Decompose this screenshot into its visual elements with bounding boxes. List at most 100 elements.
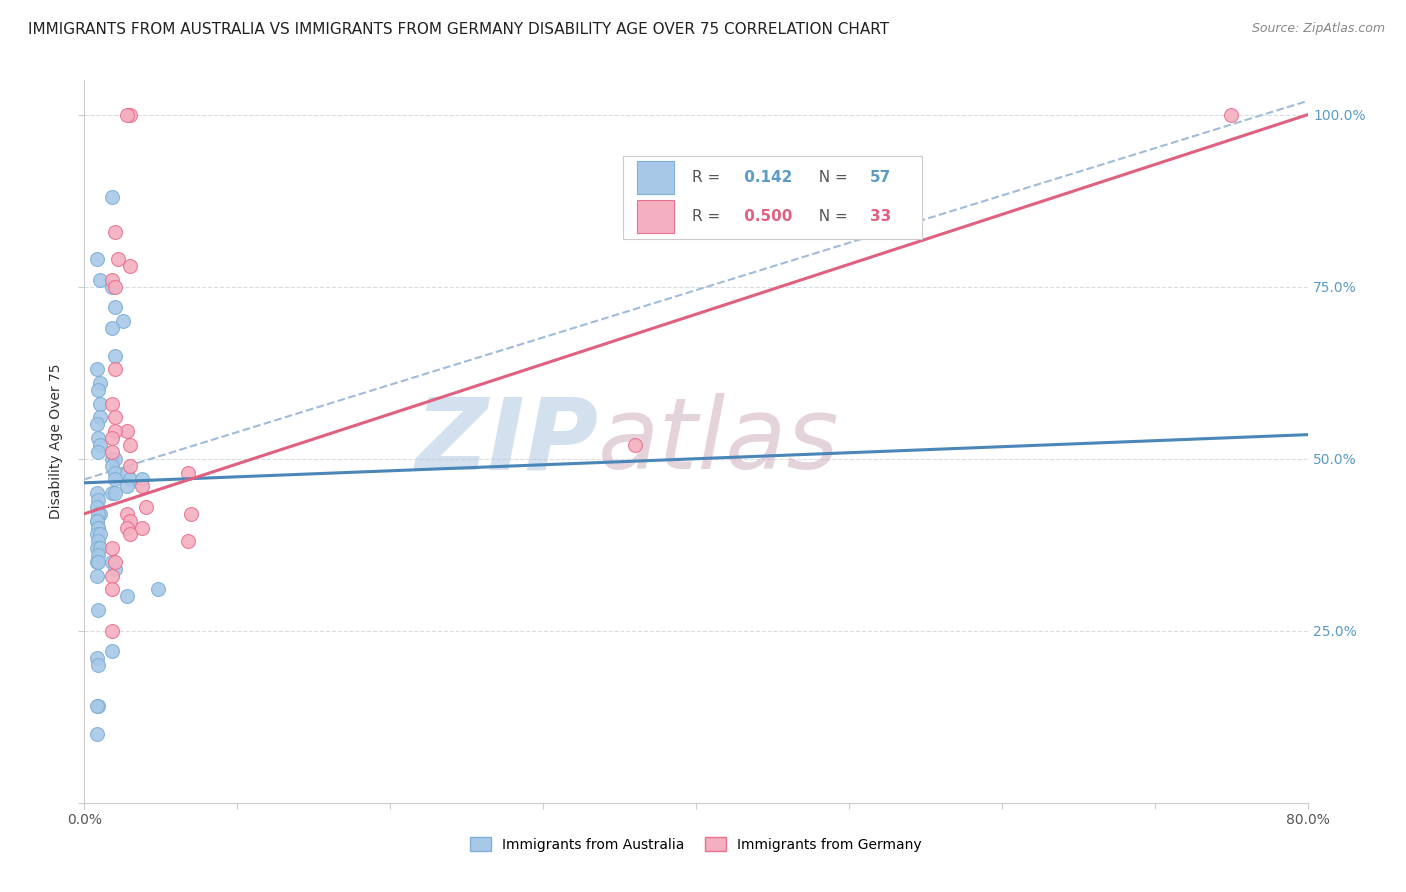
Point: [146, 582, 169, 597]
Point: [104, 301, 127, 315]
Point: [86, 417, 108, 432]
Point: [89, 527, 111, 541]
Point: [131, 472, 153, 486]
Point: [86, 362, 108, 376]
FancyBboxPatch shape: [637, 200, 673, 233]
Point: [89, 410, 111, 425]
Point: [86, 252, 108, 267]
Point: [115, 590, 138, 604]
Point: [107, 252, 129, 267]
Point: [101, 458, 124, 473]
Text: N =: N =: [808, 209, 852, 224]
Point: [101, 486, 124, 500]
Point: [89, 376, 111, 390]
Point: [87, 520, 110, 534]
Text: 0.142: 0.142: [738, 169, 792, 185]
Point: [87, 699, 110, 714]
Point: [101, 541, 124, 556]
Point: [101, 644, 124, 658]
Point: [104, 472, 127, 486]
Point: [104, 349, 127, 363]
Text: N =: N =: [808, 169, 852, 185]
Point: [104, 362, 127, 376]
Point: [101, 445, 124, 459]
Point: [87, 431, 110, 445]
Point: [115, 507, 138, 521]
Text: ZIP: ZIP: [415, 393, 598, 490]
Point: [104, 424, 127, 438]
Point: [104, 279, 127, 293]
Point: [131, 520, 153, 534]
Point: [86, 651, 108, 665]
Point: [89, 438, 111, 452]
Point: [120, 472, 142, 486]
Point: [89, 507, 111, 521]
Point: [86, 568, 108, 582]
Point: [115, 520, 138, 534]
Point: [86, 514, 108, 528]
Point: [1220, 108, 1243, 122]
Text: 57: 57: [870, 169, 891, 185]
Point: [115, 424, 138, 438]
Point: [86, 527, 108, 541]
Text: Source: ZipAtlas.com: Source: ZipAtlas.com: [1251, 22, 1385, 36]
Point: [104, 562, 127, 576]
Point: [135, 500, 157, 514]
Point: [87, 445, 110, 459]
Point: [87, 548, 110, 562]
Text: R =: R =: [692, 169, 725, 185]
Point: [120, 438, 142, 452]
FancyBboxPatch shape: [623, 156, 922, 239]
Point: [101, 624, 124, 638]
Point: [120, 458, 142, 473]
Text: R =: R =: [692, 209, 725, 224]
Point: [89, 541, 111, 556]
Point: [120, 108, 142, 122]
Point: [104, 486, 127, 500]
Point: [101, 431, 124, 445]
Point: [104, 225, 127, 239]
Point: [111, 314, 134, 328]
Point: [87, 555, 110, 569]
Point: [86, 486, 108, 500]
Y-axis label: Disability Age Over 75: Disability Age Over 75: [49, 364, 63, 519]
Point: [86, 727, 108, 741]
Point: [89, 273, 111, 287]
Point: [120, 527, 142, 541]
Point: [101, 568, 124, 582]
Point: [87, 493, 110, 508]
Point: [104, 410, 127, 425]
Point: [87, 520, 110, 534]
Point: [87, 507, 110, 521]
Point: [86, 514, 108, 528]
Point: [104, 451, 127, 466]
Point: [86, 555, 108, 569]
Point: [89, 397, 111, 411]
Point: [87, 383, 110, 397]
Text: atlas: atlas: [598, 393, 839, 490]
Point: [120, 514, 142, 528]
Point: [624, 438, 647, 452]
Point: [87, 658, 110, 673]
Text: IMMIGRANTS FROM AUSTRALIA VS IMMIGRANTS FROM GERMANY DISABILITY AGE OVER 75 CORR: IMMIGRANTS FROM AUSTRALIA VS IMMIGRANTS …: [28, 22, 889, 37]
Point: [115, 479, 138, 493]
Point: [115, 108, 138, 122]
Point: [101, 397, 124, 411]
Text: 0.500: 0.500: [738, 209, 792, 224]
Point: [177, 534, 200, 549]
Legend: Immigrants from Australia, Immigrants from Germany: Immigrants from Australia, Immigrants fr…: [464, 831, 928, 857]
Point: [104, 555, 127, 569]
Point: [87, 603, 110, 617]
Point: [131, 479, 153, 493]
Point: [101, 451, 124, 466]
Point: [101, 582, 124, 597]
Point: [101, 321, 124, 335]
Point: [86, 699, 108, 714]
Point: [87, 534, 110, 549]
Point: [86, 541, 108, 556]
Point: [120, 259, 142, 273]
Point: [101, 273, 124, 287]
FancyBboxPatch shape: [637, 161, 673, 194]
Point: [86, 500, 108, 514]
Point: [115, 466, 138, 480]
